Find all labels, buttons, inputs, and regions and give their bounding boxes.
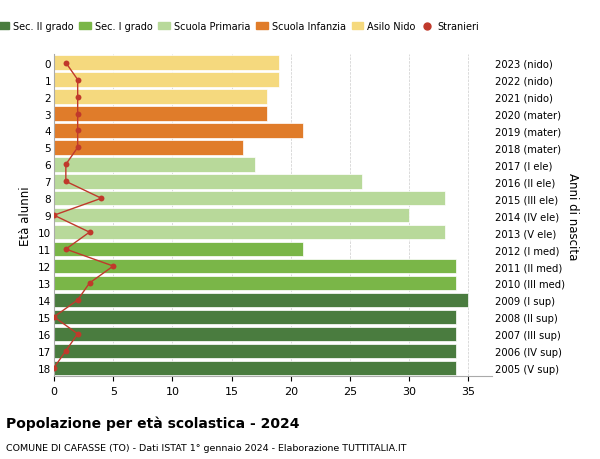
Bar bbox=[54, 175, 362, 189]
Point bbox=[73, 128, 82, 135]
Bar bbox=[54, 259, 457, 274]
Bar bbox=[54, 208, 409, 223]
Bar bbox=[54, 327, 457, 341]
Point bbox=[73, 94, 82, 101]
Point bbox=[49, 364, 59, 372]
Bar bbox=[54, 192, 445, 206]
Text: COMUNE DI CAFASSE (TO) - Dati ISTAT 1° gennaio 2024 - Elaborazione TUTTITALIA.IT: COMUNE DI CAFASSE (TO) - Dati ISTAT 1° g… bbox=[6, 443, 407, 452]
Bar bbox=[54, 124, 302, 138]
Point bbox=[97, 195, 106, 202]
Point bbox=[109, 263, 118, 270]
Bar bbox=[54, 90, 267, 105]
Point bbox=[85, 229, 94, 236]
Point bbox=[73, 330, 82, 338]
Point bbox=[85, 280, 94, 287]
Text: Popolazione per età scolastica - 2024: Popolazione per età scolastica - 2024 bbox=[6, 415, 299, 430]
Point bbox=[61, 161, 71, 168]
Bar bbox=[54, 73, 279, 88]
Bar bbox=[54, 107, 267, 122]
Point bbox=[61, 178, 71, 185]
Bar bbox=[54, 158, 255, 172]
Bar bbox=[54, 361, 457, 375]
Point bbox=[73, 77, 82, 84]
Bar bbox=[54, 225, 445, 240]
Bar bbox=[54, 293, 469, 308]
Bar bbox=[54, 141, 244, 155]
Bar bbox=[54, 242, 302, 257]
Bar bbox=[54, 310, 457, 325]
Legend: Sec. II grado, Sec. I grado, Scuola Primaria, Scuola Infanzia, Asilo Nido, Stran: Sec. II grado, Sec. I grado, Scuola Prim… bbox=[0, 18, 482, 36]
Bar bbox=[54, 56, 279, 71]
Point bbox=[61, 246, 71, 253]
Point bbox=[73, 297, 82, 304]
Point bbox=[73, 145, 82, 152]
Point bbox=[49, 212, 59, 219]
Point bbox=[61, 347, 71, 355]
Point bbox=[49, 313, 59, 321]
Point bbox=[61, 60, 71, 67]
Point bbox=[73, 111, 82, 118]
Bar bbox=[54, 276, 457, 291]
Bar bbox=[54, 344, 457, 358]
Y-axis label: Anni di nascita: Anni di nascita bbox=[566, 172, 578, 259]
Y-axis label: Età alunni: Età alunni bbox=[19, 186, 32, 246]
